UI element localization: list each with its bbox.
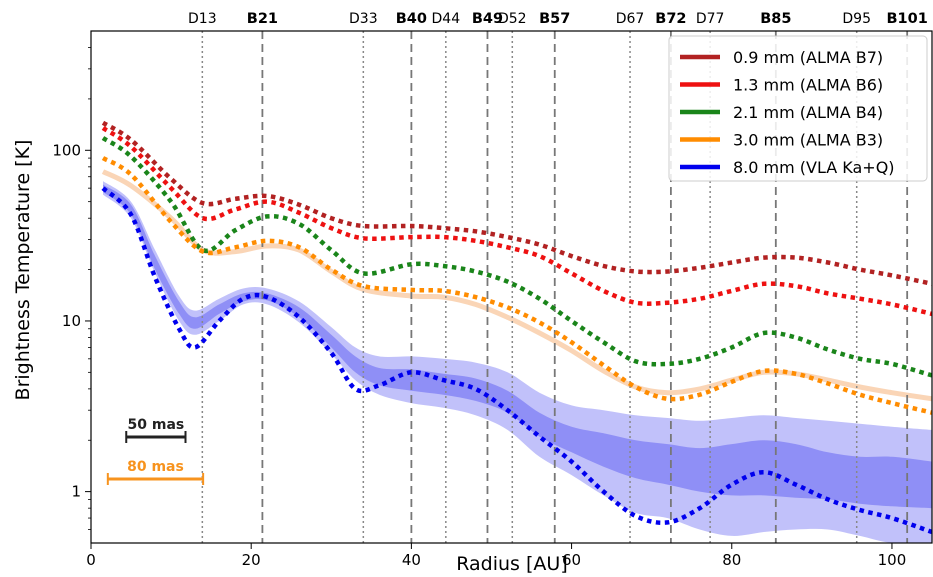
y-tick-label: 100: [52, 141, 81, 159]
plot-frame: [90, 30, 933, 544]
y-tick-label: 10: [62, 312, 81, 330]
x-axis-label: Radius [AU]: [456, 553, 567, 575]
feature-label-D13: D13: [188, 11, 217, 27]
legend-label-0: 0.9 mm (ALMA B7): [733, 48, 883, 67]
x-tick-label: 100: [878, 551, 907, 569]
y-axis-label: Brightness Temperature [K]: [12, 140, 34, 401]
feature-label-B85: B85: [760, 11, 791, 27]
model-curves: [101, 169, 932, 402]
feature-label-D95: D95: [842, 11, 871, 27]
series-line-0: [101, 120, 932, 287]
scale-bar-label-1: 80 mas: [127, 459, 184, 475]
x-tick-label: 0: [86, 551, 96, 569]
feature-label-B49: B49: [472, 11, 503, 27]
feature-label-B21: B21: [247, 11, 278, 27]
x-tick-label: 40: [402, 551, 421, 569]
feature-label-D44: D44: [432, 11, 461, 27]
feature-label-D77: D77: [696, 11, 725, 27]
feature-label-B101: B101: [887, 11, 928, 27]
legend: 0.9 mm (ALMA B7) 1.3 mm (ALMA B6) 2.1 mm (…: [668, 35, 928, 182]
feature-label-B40: B40: [396, 11, 427, 27]
series-line-2: [101, 136, 932, 378]
feature-label-D52: D52: [498, 11, 527, 27]
legend-label-4: 8.0 mm (VLA Ka+Q): [733, 158, 895, 177]
legend-label-3: 3.0 mm (ALMA B3): [733, 131, 883, 150]
model-curve-0: [101, 169, 932, 402]
x-tick-label: 80: [722, 551, 741, 569]
feature-label-B57: B57: [539, 11, 570, 27]
x-tick-label: 60: [562, 551, 581, 569]
y-tick-label: 1: [71, 483, 81, 501]
axes: 0 20 40 60 80 100 1 10 100: [52, 30, 933, 569]
series-line-3: [101, 156, 932, 415]
series-line-1: [101, 126, 932, 317]
scale-bar-label-0: 50 mas: [128, 417, 185, 433]
scale-bars: 50 mas 80 mas: [106, 417, 205, 485]
feature-label-D67: D67: [616, 11, 645, 27]
x-tick-label: 20: [242, 551, 261, 569]
uncertainty-bands: [103, 181, 932, 543]
series-line-4: [101, 186, 932, 535]
legend-box: [668, 35, 928, 182]
feature-label-D33: D33: [349, 11, 378, 27]
feature-label-B72: B72: [655, 11, 686, 27]
band-8mm-inner: [103, 184, 932, 509]
band-8mm-outer: [103, 181, 932, 543]
data-series: [101, 120, 932, 535]
legend-label-2: 2.1 mm (ALMA B4): [733, 103, 883, 122]
legend-label-1: 1.3 mm (ALMA B6): [733, 76, 883, 95]
